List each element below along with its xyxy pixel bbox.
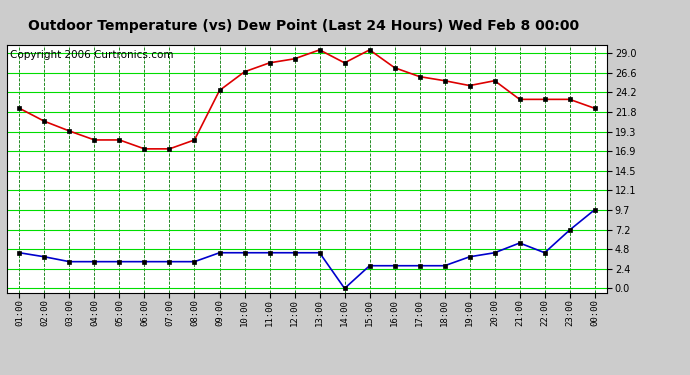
Text: Copyright 2006 Curtronics.com: Copyright 2006 Curtronics.com (10, 50, 173, 60)
Text: Outdoor Temperature (vs) Dew Point (Last 24 Hours) Wed Feb 8 00:00: Outdoor Temperature (vs) Dew Point (Last… (28, 19, 579, 33)
